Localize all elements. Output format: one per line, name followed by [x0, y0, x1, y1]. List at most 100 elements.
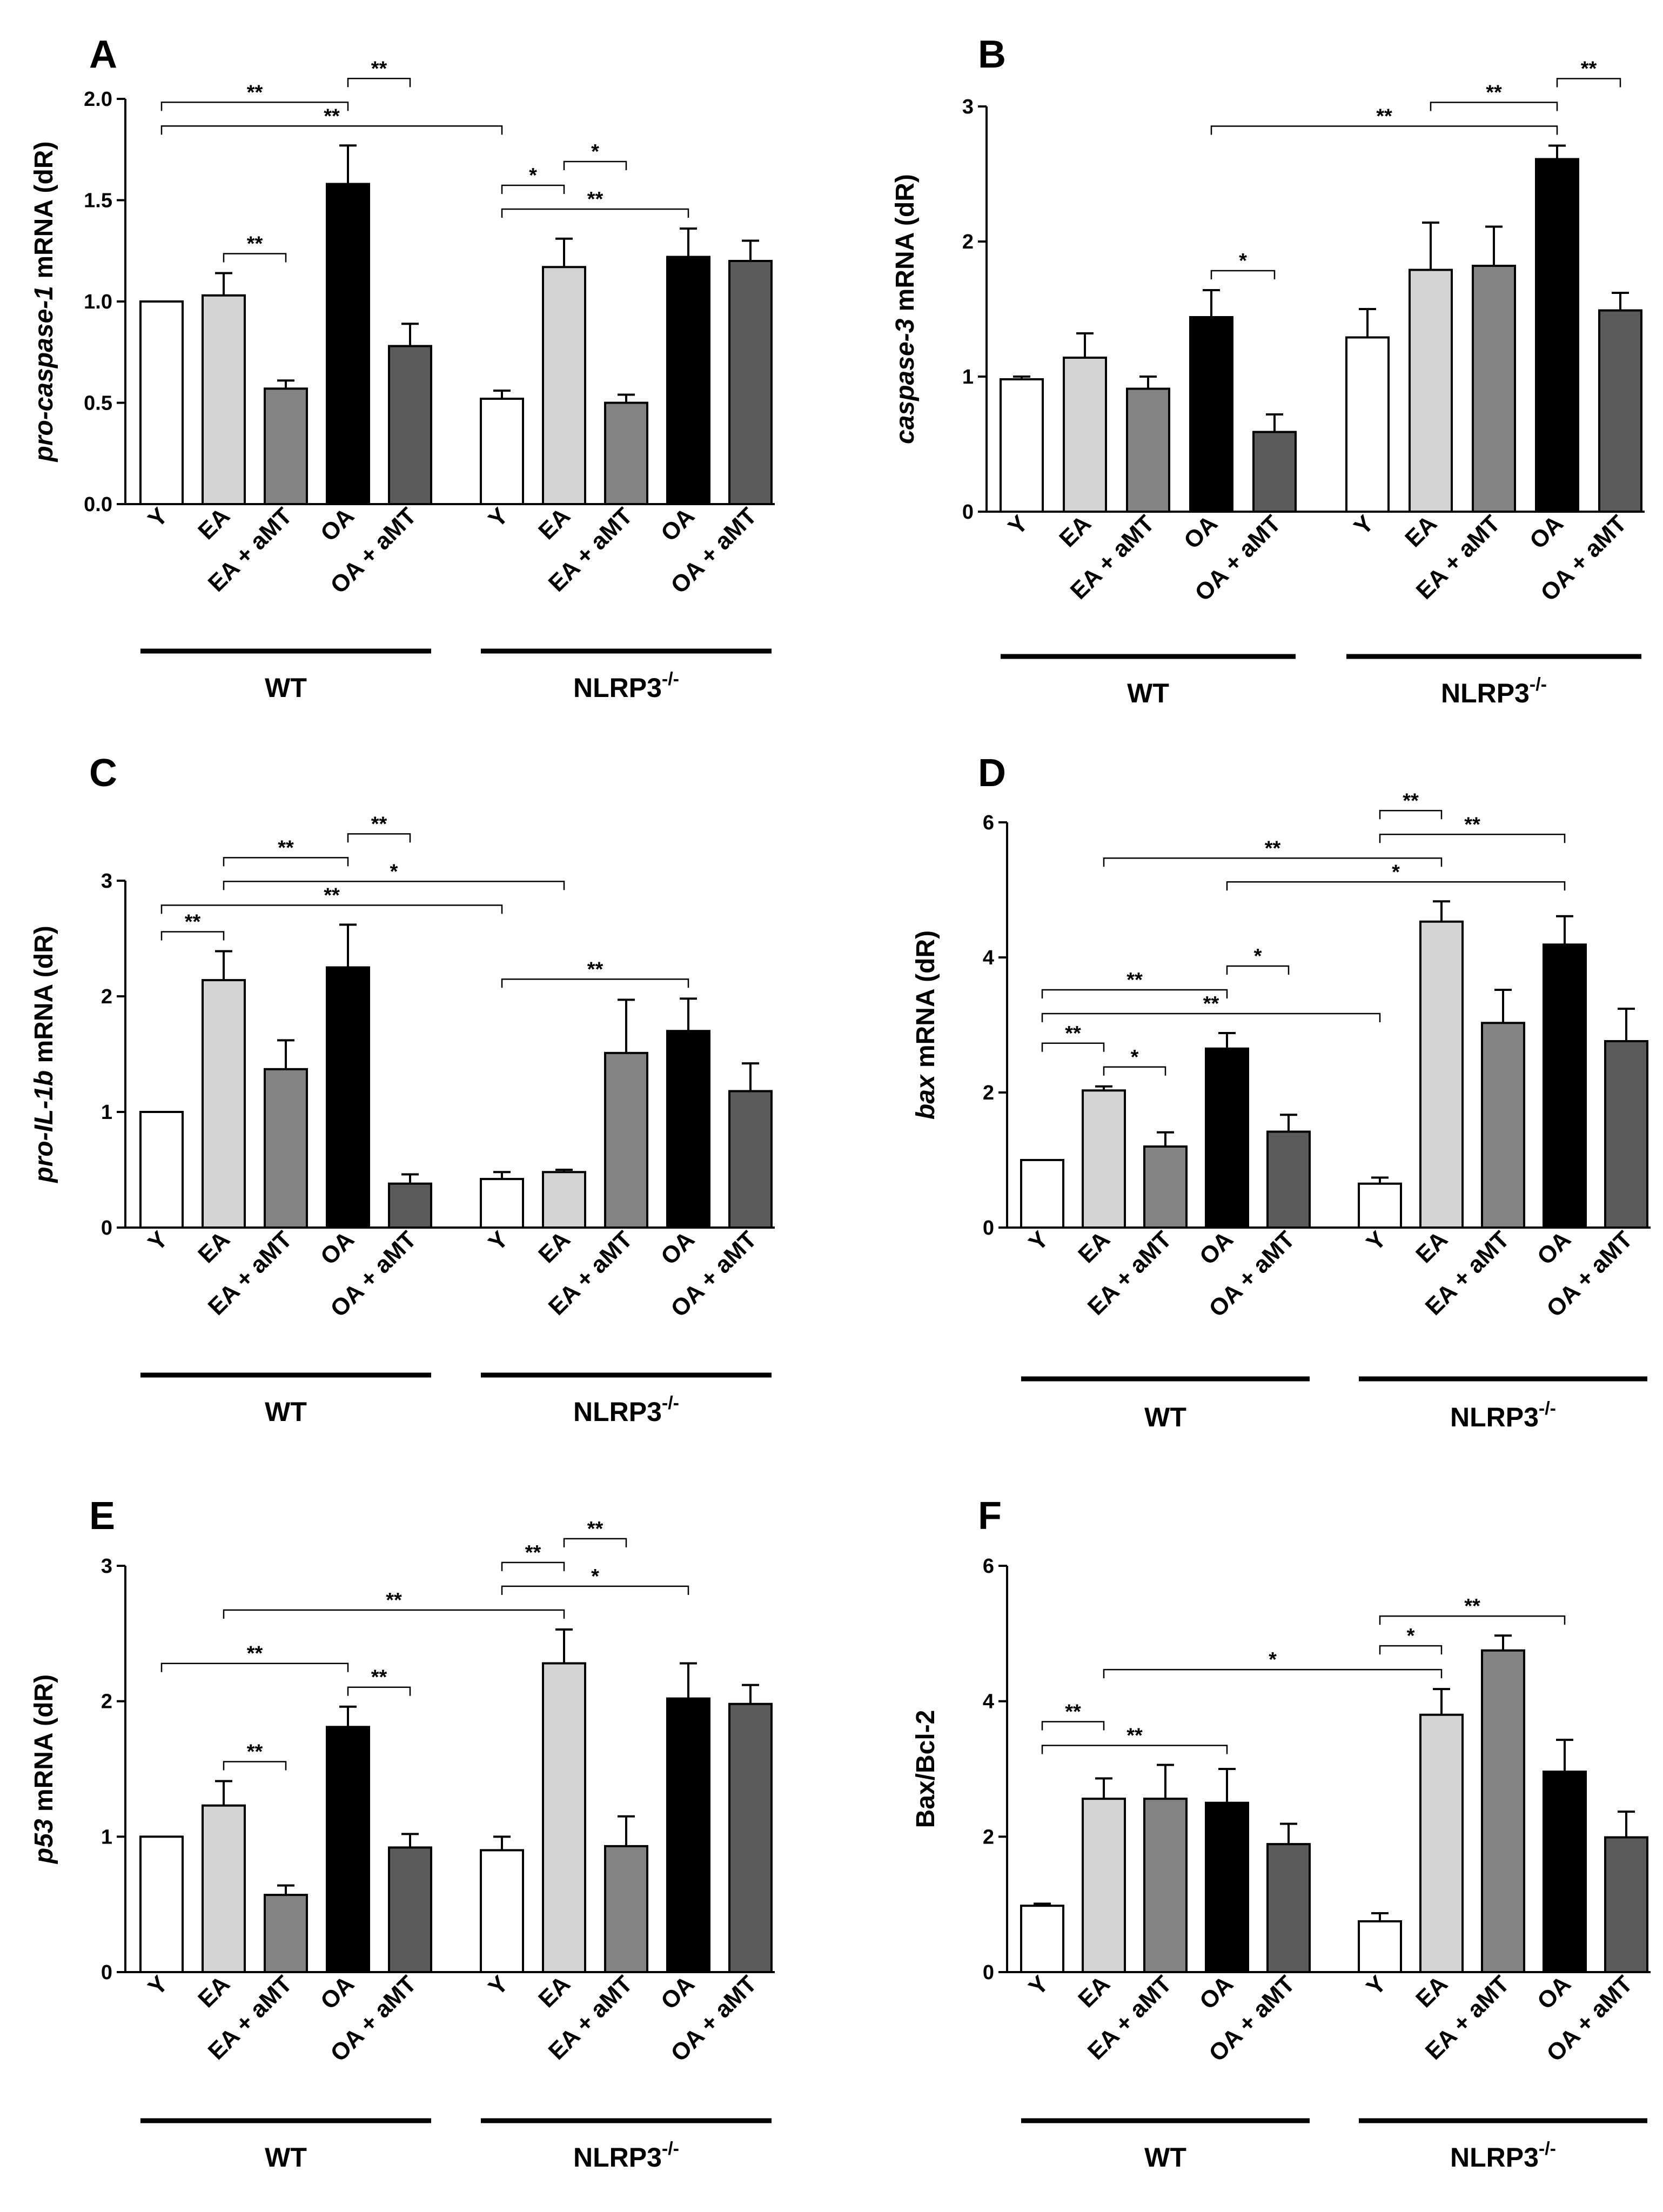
group-label-nlrp3: NLRP3-/- — [1450, 1398, 1556, 1432]
significance-label: * — [1239, 250, 1247, 272]
bar — [666, 1030, 710, 1229]
x-category-label: EA — [193, 1226, 235, 1268]
x-category-label: Y — [1349, 510, 1379, 540]
significance-bracket — [223, 1761, 287, 1771]
group-label-nlrp3-sup: -/- — [662, 2139, 679, 2159]
significance-bracket — [1103, 1668, 1443, 1679]
y-axis-label-gene: bax — [911, 1074, 940, 1120]
bar — [480, 1849, 524, 1973]
group-label-nlrp3-sup: -/- — [662, 669, 679, 689]
y-tick-label: 3 — [101, 1555, 112, 1578]
bar — [1419, 920, 1464, 1229]
group-label-nlrp3: NLRP3-/- — [1450, 2139, 1556, 2173]
y-tick-label: 0.0 — [84, 493, 112, 516]
significance-bracket — [563, 160, 627, 170]
group-label-nlrp3: NLRP3-/- — [1441, 674, 1547, 708]
bar — [1358, 1920, 1402, 1973]
bar — [1472, 265, 1516, 513]
group-label-nlrp3-sup: -/- — [662, 1393, 679, 1413]
y-tick-label: 1 — [101, 1101, 112, 1124]
panel-letter: F — [978, 1494, 1002, 1538]
significance-bracket — [501, 978, 689, 988]
bar — [480, 398, 524, 505]
panel-letter: D — [978, 752, 1006, 795]
y-tick-label: 4 — [983, 1691, 994, 1713]
group-label-nlrp3-sup: -/- — [1539, 2139, 1556, 2159]
significance-bracket — [1041, 1745, 1228, 1754]
x-category-label: Y — [143, 1226, 173, 1256]
y-axis-label: bax mRNA (dR) — [911, 930, 940, 1120]
significance-label: ** — [247, 233, 263, 256]
significance-label: * — [1131, 1046, 1139, 1069]
bar — [1266, 1130, 1311, 1229]
x-category-label: EA — [193, 1970, 235, 2013]
y-axis-label: pro-caspase-1 mRNA (dR) — [30, 142, 58, 463]
group-label-nlrp3-sup: -/- — [1530, 674, 1547, 695]
bar — [1020, 1905, 1064, 1974]
significance-bracket — [223, 881, 565, 890]
y-tick-label: 0.5 — [84, 392, 112, 415]
x-category-label: OA — [656, 1226, 700, 1270]
x-category-label: EA — [1073, 1226, 1115, 1268]
bar — [1143, 1145, 1188, 1229]
significance-label: ** — [371, 1666, 387, 1689]
bar — [666, 256, 710, 505]
bar — [326, 966, 370, 1229]
significance-label: * — [591, 1565, 599, 1588]
x-category-label: Y — [1362, 1226, 1391, 1256]
y-tick-label: 2 — [983, 1826, 994, 1848]
panel-letter: B — [978, 33, 1006, 76]
y-axis-label-unit: mRNA (dR) — [30, 926, 58, 1070]
x-category-label: OA — [1195, 1970, 1238, 2014]
significance-label: ** — [1403, 789, 1419, 812]
bar — [1266, 1843, 1311, 1974]
bar — [1189, 316, 1233, 513]
x-category-label: EA — [533, 1970, 575, 2013]
significance-bracket — [1379, 810, 1443, 820]
panel-letter: E — [89, 1494, 115, 1538]
y-tick-label: 2 — [101, 986, 112, 1008]
x-category-label: EA — [1411, 1226, 1453, 1268]
bar — [202, 294, 246, 505]
bar — [139, 1835, 184, 1973]
significance-bracket — [1379, 1645, 1443, 1655]
significance-label: ** — [324, 105, 340, 128]
y-tick-label: 2 — [962, 231, 974, 253]
significance-label: ** — [587, 188, 603, 211]
significance-label: ** — [1065, 1700, 1081, 1723]
group-label-nlrp3: NLRP3-/- — [573, 669, 679, 703]
significance-label: ** — [1065, 1022, 1081, 1045]
y-tick-label: 0 — [101, 1217, 112, 1239]
x-category-label: Y — [1024, 1970, 1054, 2000]
significance-bracket — [1041, 989, 1228, 998]
x-category-label: OA — [1525, 510, 1568, 554]
bar — [1082, 1089, 1126, 1229]
significance-bracket — [1556, 78, 1621, 88]
x-category-label: EA — [193, 502, 235, 545]
y-axis-label-unit: Bax/Bcl-2 — [911, 1710, 940, 1828]
bar — [388, 1182, 432, 1229]
bar — [1082, 1798, 1126, 1974]
significance-bracket — [160, 125, 503, 135]
y-axis-label-gene: pro-caspase-1 — [30, 286, 58, 462]
bar — [1604, 1836, 1648, 1973]
y-axis-label-unit: mRNA (dR) — [911, 930, 940, 1075]
significance-bracket — [1103, 857, 1443, 867]
bar — [1000, 378, 1044, 513]
bar — [604, 1051, 648, 1229]
significance-bracket — [501, 1561, 565, 1571]
significance-label: ** — [587, 1518, 603, 1540]
significance-bracket — [1041, 1721, 1105, 1731]
significance-label: ** — [1486, 82, 1502, 104]
x-category-label: EA — [1054, 510, 1096, 552]
bar — [326, 183, 370, 505]
bar — [264, 1894, 308, 1974]
significance-label: ** — [587, 958, 603, 981]
bar — [264, 1068, 308, 1229]
group-label-nlrp3-name: NLRP3 — [573, 1397, 662, 1427]
bar — [326, 1726, 370, 1973]
bar — [1481, 1022, 1525, 1229]
